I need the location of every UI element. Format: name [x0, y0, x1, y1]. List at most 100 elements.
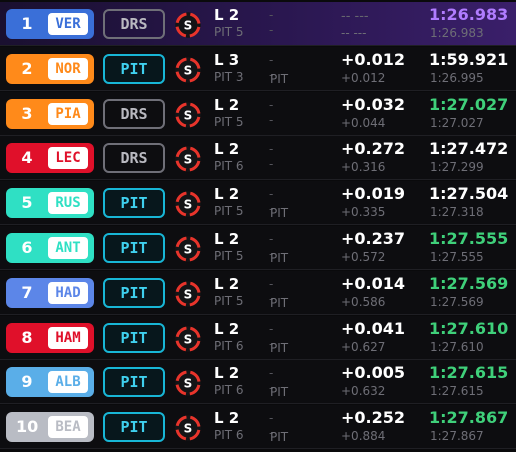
- separator-dash: -: [269, 187, 274, 201]
- drs-button[interactable]: DRS: [103, 99, 165, 129]
- position-number: 10: [16, 417, 39, 436]
- separator-dash: -: [269, 8, 274, 22]
- driver-row: 7 HAD PIT S L 2 PIT 5 - - PIT +0.014 +0.…: [0, 271, 516, 315]
- separator-dash: -: [269, 98, 274, 112]
- pit-lap: PIT 5: [214, 249, 244, 263]
- driver-abbreviation: ANT: [48, 237, 88, 259]
- current-lap: L 2: [214, 6, 240, 24]
- current-lap: L 2: [214, 275, 240, 293]
- last-lap-time: 1:27.299: [430, 160, 484, 174]
- pit-button[interactable]: PIT: [103, 233, 165, 263]
- gap-to-ahead: +0.032: [341, 95, 406, 114]
- pit-button[interactable]: PIT: [103, 278, 165, 308]
- separator-dash: -: [269, 202, 274, 216]
- separator-dash: -: [269, 292, 274, 306]
- best-lap-time: 1:27.569: [429, 274, 509, 293]
- pit-lap: PIT 6: [214, 383, 244, 397]
- position-number: 8: [21, 328, 33, 347]
- current-lap: L 2: [214, 96, 240, 114]
- separator-dash: -: [269, 411, 274, 425]
- driver-row: 2 NOR PIT S L 3 PIT 3 - - PIT +0.012 +0.…: [0, 47, 516, 91]
- pit-lap: PIT 3: [214, 70, 244, 84]
- driver-abbreviation: PIA: [48, 103, 88, 125]
- driver-position-badge[interactable]: 8 HAM: [6, 323, 94, 353]
- separator-dash: -: [269, 381, 274, 395]
- separator-dash: -: [269, 366, 274, 380]
- current-lap: L 2: [214, 230, 240, 248]
- svg-text:S: S: [184, 198, 193, 212]
- soft-tyre-icon: S: [175, 57, 201, 83]
- best-lap-time: 1:27.027: [429, 95, 509, 114]
- drs-button[interactable]: DRS: [103, 9, 165, 39]
- pit-label: PIT: [270, 341, 289, 355]
- best-lap-time: 1:27.472: [429, 139, 509, 158]
- driver-position-badge[interactable]: 3 PIA: [6, 99, 94, 129]
- interval-to-leader: +0.627: [341, 340, 386, 354]
- driver-position-badge[interactable]: 1 VER: [6, 9, 94, 39]
- pit-label: PIT: [270, 72, 289, 86]
- svg-text:S: S: [184, 243, 193, 257]
- separator-dash: -: [269, 322, 274, 336]
- gap-to-ahead: +0.252: [341, 408, 406, 427]
- last-lap-time: 1:26.995: [430, 71, 484, 85]
- driver-abbreviation: HAM: [48, 327, 88, 349]
- separator-dash: -: [269, 23, 274, 37]
- position-number: 4: [21, 148, 33, 167]
- current-lap: L 2: [214, 185, 240, 203]
- pit-label: PIT: [270, 385, 289, 399]
- soft-tyre-icon: S: [175, 415, 201, 441]
- driver-position-badge[interactable]: 9 ALB: [6, 367, 94, 397]
- svg-text:S: S: [184, 288, 193, 302]
- last-lap-time: 1:27.318: [430, 205, 484, 219]
- driver-row: 10 BEA PIT S L 2 PIT 6 - - PIT +0.252 +0…: [0, 405, 516, 449]
- interval-to-leader: +0.044: [341, 116, 386, 130]
- last-lap-time: 1:27.027: [430, 116, 484, 130]
- driver-position-badge[interactable]: 6 ANT: [6, 233, 94, 263]
- separator-dash: -: [269, 247, 274, 261]
- driver-position-badge[interactable]: 5 RUS: [6, 188, 94, 218]
- pit-button[interactable]: PIT: [103, 412, 165, 442]
- driver-row: 8 HAM PIT S L 2 PIT 6 - - PIT +0.041 +0.…: [0, 316, 516, 360]
- position-number: 9: [21, 372, 33, 391]
- pit-label: PIT: [270, 206, 289, 220]
- driver-position-badge[interactable]: 4 LEC: [6, 143, 94, 173]
- gap-to-ahead: +0.019: [341, 184, 406, 203]
- position-number: 6: [21, 238, 33, 257]
- current-lap: L 3: [214, 51, 240, 69]
- pit-button[interactable]: PIT: [103, 188, 165, 218]
- pit-label: PIT: [270, 430, 289, 444]
- pit-label: PIT: [270, 296, 289, 310]
- interval-to-leader: +0.632: [341, 384, 386, 398]
- pit-button[interactable]: PIT: [103, 323, 165, 353]
- drs-button[interactable]: DRS: [103, 143, 165, 173]
- soft-tyre-icon: S: [175, 370, 201, 396]
- pit-lap: PIT 5: [214, 115, 244, 129]
- svg-text:S: S: [184, 64, 193, 78]
- driver-position-badge[interactable]: 10 BEA: [6, 412, 94, 442]
- pit-lap: PIT 5: [214, 25, 244, 39]
- driver-row: 9 ALB PIT S L 2 PIT 6 - - PIT +0.005 +0.…: [0, 360, 516, 404]
- driver-position-badge[interactable]: 2 NOR: [6, 54, 94, 84]
- soft-tyre-icon: S: [175, 191, 201, 217]
- driver-position-badge[interactable]: 7 HAD: [6, 278, 94, 308]
- pit-button[interactable]: PIT: [103, 54, 165, 84]
- last-lap-time: 1:26.983: [430, 26, 484, 40]
- svg-text:S: S: [184, 19, 193, 33]
- pit-button[interactable]: PIT: [103, 367, 165, 397]
- best-lap-time: 1:27.615: [429, 363, 509, 382]
- position-number: 5: [21, 193, 33, 212]
- position-number: 3: [21, 104, 33, 123]
- svg-text:S: S: [184, 422, 193, 436]
- soft-tyre-icon: S: [175, 12, 201, 38]
- separator-dash: -: [269, 113, 274, 127]
- best-lap-time: 1:27.555: [429, 229, 509, 248]
- pit-lap: PIT 6: [214, 339, 244, 353]
- svg-text:S: S: [184, 109, 193, 123]
- current-lap: L 2: [214, 364, 240, 382]
- best-lap-time: 1:26.983: [429, 5, 509, 24]
- separator-dash: -: [269, 142, 274, 156]
- last-lap-time: 1:27.555: [430, 250, 484, 264]
- driver-row: 4 LEC DRS S L 2 PIT 6 - - +0.272 +0.316 …: [0, 136, 516, 180]
- soft-tyre-icon: S: [175, 146, 201, 172]
- best-lap-time: 1:27.504: [429, 184, 509, 203]
